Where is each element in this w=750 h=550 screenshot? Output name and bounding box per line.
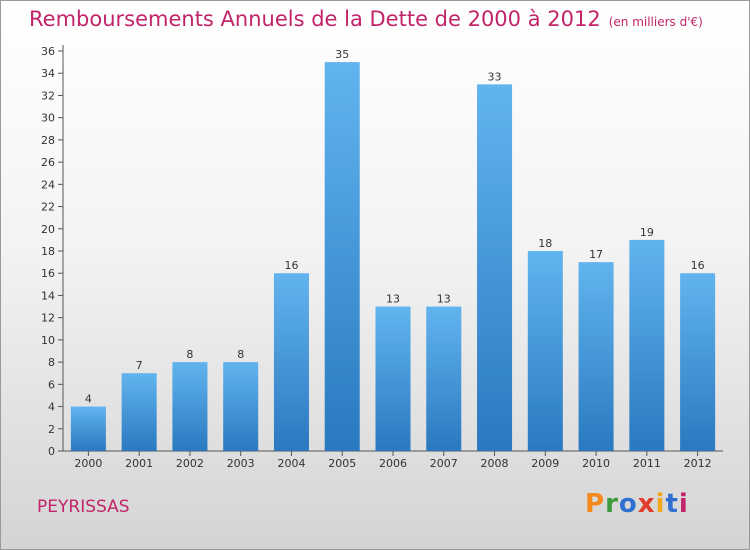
x-tick-label: 2008 bbox=[481, 457, 509, 470]
y-tick-label: 18 bbox=[41, 245, 55, 258]
bar-value-label: 16 bbox=[284, 259, 298, 272]
bar-chart: 0246810121416182022242628303234364200072… bbox=[41, 45, 723, 470]
y-tick-label: 22 bbox=[41, 201, 55, 214]
x-tick-label: 2005 bbox=[328, 457, 356, 470]
y-tick-label: 4 bbox=[48, 401, 55, 414]
bar bbox=[70, 406, 106, 451]
y-tick-label: 30 bbox=[41, 112, 55, 125]
bar-value-label: 4 bbox=[85, 393, 92, 406]
bar-value-label: 13 bbox=[437, 293, 451, 306]
bar-value-label: 7 bbox=[136, 359, 143, 372]
logo-letter: r bbox=[605, 489, 619, 519]
bar-value-label: 33 bbox=[488, 70, 502, 83]
x-tick-label: 2009 bbox=[531, 457, 559, 470]
logo-letter: t bbox=[665, 489, 679, 519]
bar bbox=[426, 306, 462, 451]
x-tick-label: 2012 bbox=[684, 457, 712, 470]
logo-letter: P bbox=[585, 489, 606, 519]
bar bbox=[223, 362, 259, 451]
y-tick-label: 8 bbox=[48, 356, 55, 369]
bar-value-label: 13 bbox=[386, 293, 400, 306]
bar bbox=[273, 273, 309, 451]
y-tick-label: 28 bbox=[41, 134, 55, 147]
proxiti-logo: Proxiti bbox=[585, 489, 689, 519]
x-tick-label: 2003 bbox=[227, 457, 255, 470]
bar-value-label: 35 bbox=[335, 48, 349, 61]
y-tick-label: 12 bbox=[41, 312, 55, 325]
x-tick-label: 2004 bbox=[277, 457, 305, 470]
y-tick-label: 14 bbox=[41, 289, 55, 302]
y-tick-label: 32 bbox=[41, 89, 55, 102]
x-tick-label: 2011 bbox=[633, 457, 661, 470]
y-tick-label: 24 bbox=[41, 178, 55, 191]
bar bbox=[375, 306, 411, 451]
x-tick-label: 2002 bbox=[176, 457, 204, 470]
y-tick-label: 0 bbox=[48, 445, 55, 458]
x-tick-label: 2000 bbox=[74, 457, 102, 470]
commune-name: PEYRISSAS bbox=[37, 497, 130, 517]
logo-letter: x bbox=[637, 489, 656, 519]
bar bbox=[121, 373, 157, 451]
x-tick-label: 2010 bbox=[582, 457, 610, 470]
y-tick-label: 20 bbox=[41, 223, 55, 236]
y-tick-label: 10 bbox=[41, 334, 55, 347]
bar bbox=[578, 262, 614, 451]
bar-value-label: 18 bbox=[538, 237, 552, 250]
y-tick-label: 2 bbox=[48, 423, 55, 436]
logo-letter: i bbox=[655, 489, 666, 519]
logo-letter: o bbox=[618, 489, 638, 519]
y-tick-label: 26 bbox=[41, 156, 55, 169]
x-tick-label: 2007 bbox=[430, 457, 458, 470]
chart-title: Remboursements Annuels de la Dette de 20… bbox=[29, 7, 703, 31]
bar-value-label: 8 bbox=[186, 348, 193, 361]
y-tick-label: 34 bbox=[41, 67, 55, 80]
x-tick-label: 2001 bbox=[125, 457, 153, 470]
bar bbox=[172, 362, 208, 451]
y-tick-label: 6 bbox=[48, 378, 55, 391]
bar-value-label: 19 bbox=[640, 226, 654, 239]
logo-letter: i bbox=[678, 489, 689, 519]
bar-value-label: 8 bbox=[237, 348, 244, 361]
bar bbox=[629, 239, 665, 451]
bar bbox=[477, 84, 513, 451]
chart-title-text: Remboursements Annuels de la Dette de 20… bbox=[29, 7, 601, 31]
chart-unit-note: (en milliers d'€) bbox=[608, 15, 703, 29]
bar bbox=[324, 62, 360, 451]
y-tick-label: 36 bbox=[41, 45, 55, 58]
bar bbox=[527, 251, 563, 451]
bar-value-label: 17 bbox=[589, 248, 603, 261]
y-tick-label: 16 bbox=[41, 267, 55, 280]
x-tick-label: 2006 bbox=[379, 457, 407, 470]
bar-value-label: 16 bbox=[691, 259, 705, 272]
bar bbox=[680, 273, 716, 451]
